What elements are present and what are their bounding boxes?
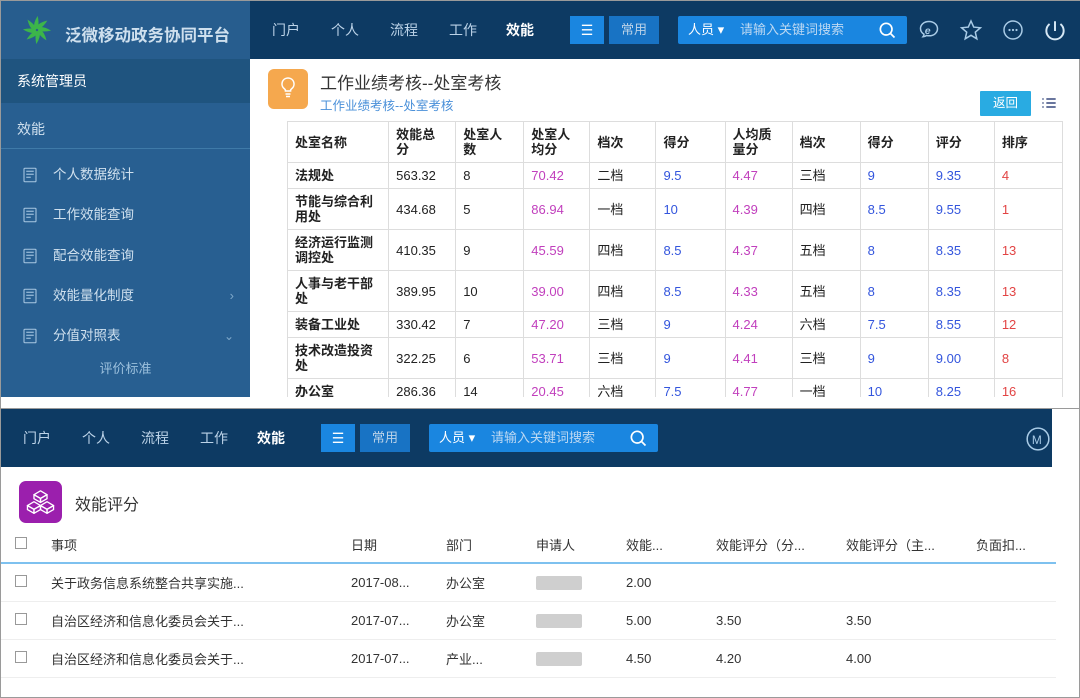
svg-text:e: e <box>925 25 931 37</box>
svg-text:M: M <box>1032 433 1042 447</box>
